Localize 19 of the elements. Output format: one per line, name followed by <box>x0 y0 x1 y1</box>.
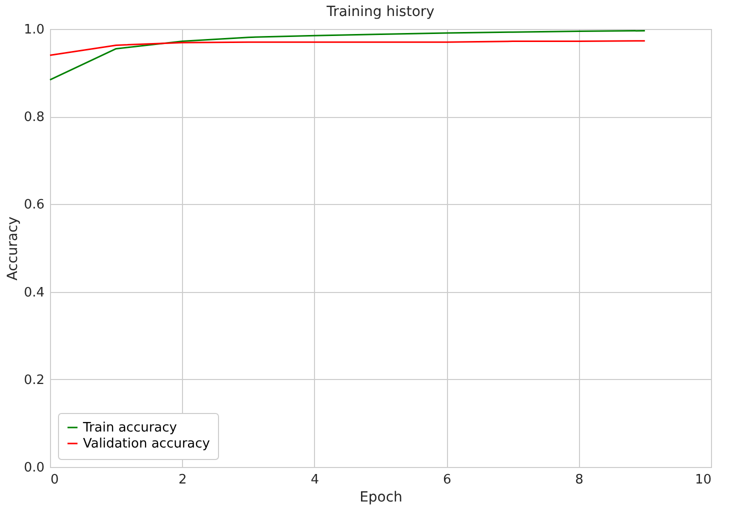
x-tick-label: 6 <box>442 472 452 488</box>
x-tick-label: 10 <box>694 472 712 488</box>
y-tick-label: 0.4 <box>24 285 44 300</box>
y-tick-label: 1.0 <box>24 22 44 38</box>
x-axis-title: Epoch <box>360 490 402 506</box>
x-tick-label: 2 <box>178 472 187 488</box>
legend-label: Validation accuracy <box>83 436 210 452</box>
line-series <box>49 40 646 56</box>
x-tick-label: 8 <box>575 472 584 488</box>
x-tick-label: 4 <box>310 472 320 488</box>
x-tick-label: 0 <box>50 472 59 488</box>
line-series <box>49 30 646 81</box>
y-tick-label: 0.0 <box>24 460 44 476</box>
y-tick-label: 0.6 <box>24 198 44 213</box>
legend-label: Train accuracy <box>82 420 178 436</box>
chart-title: Training history <box>326 4 434 20</box>
y-tick-label: 0.8 <box>24 110 44 126</box>
y-tick-label: 0.2 <box>24 372 44 388</box>
y-axis-title: Accuracy <box>4 216 21 280</box>
